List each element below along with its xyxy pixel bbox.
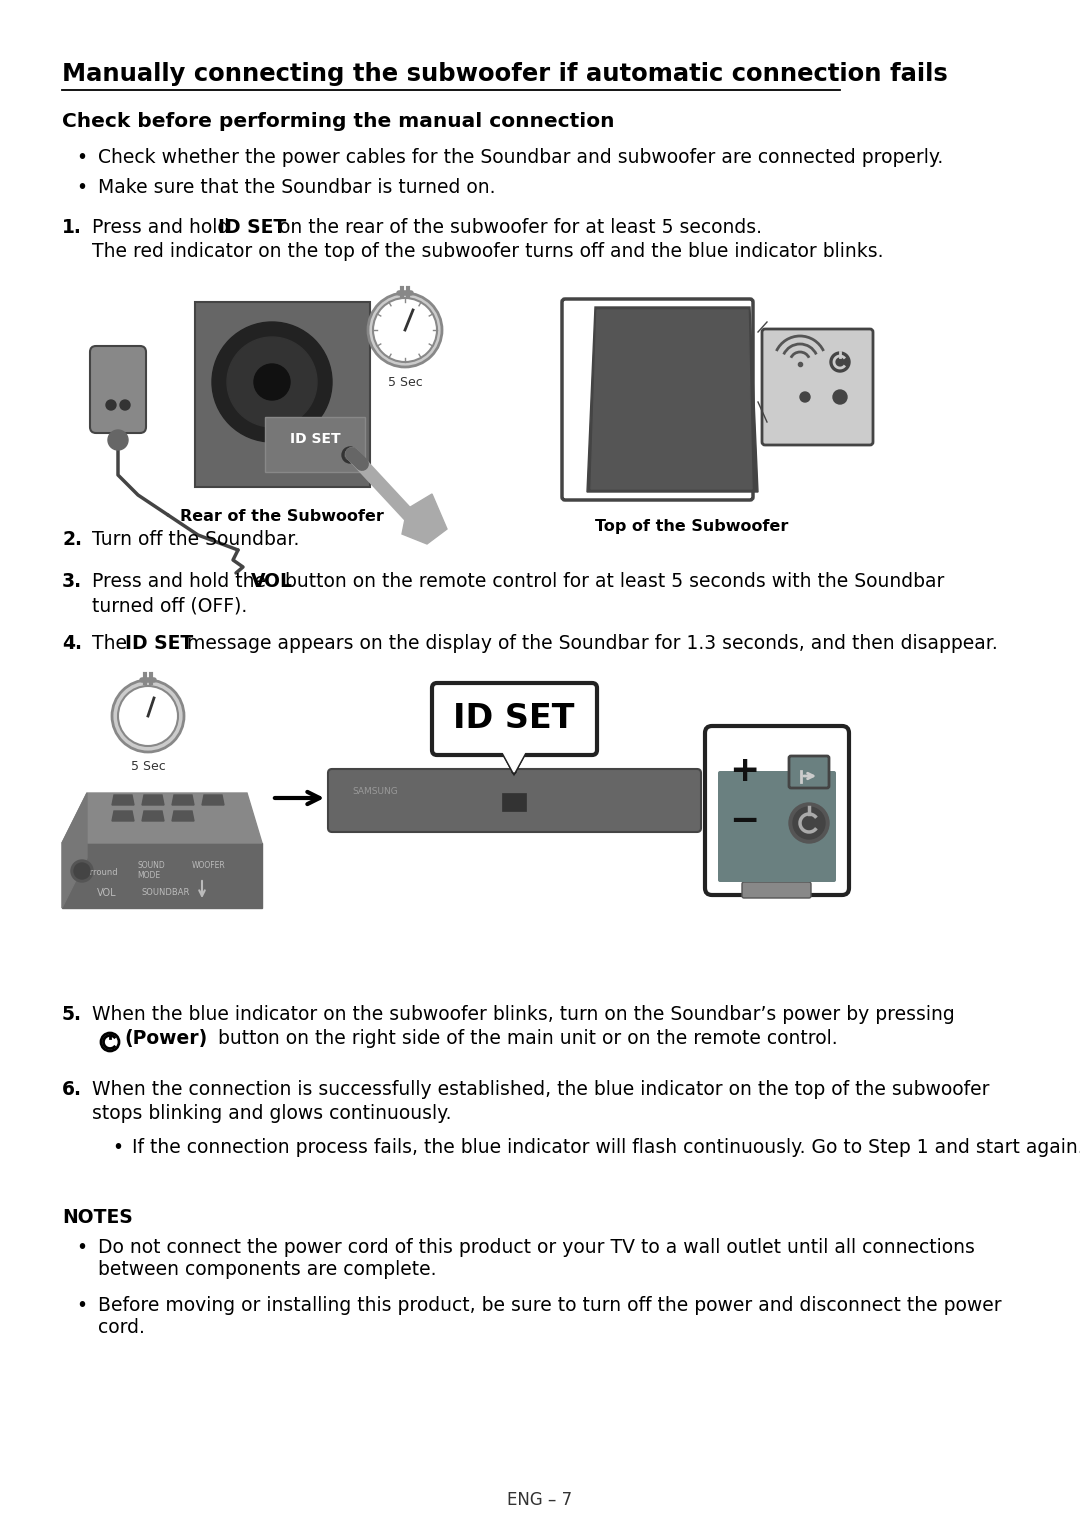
Text: If the connection process fails, the blue indicator will flash continuously. Go : If the connection process fails, the blu… bbox=[132, 1138, 1080, 1157]
Text: •: • bbox=[76, 1238, 87, 1256]
FancyBboxPatch shape bbox=[789, 755, 829, 787]
Text: 5 Sec: 5 Sec bbox=[131, 760, 165, 774]
Circle shape bbox=[793, 807, 825, 840]
Circle shape bbox=[212, 322, 332, 443]
Text: SAMSUNG: SAMSUNG bbox=[352, 787, 397, 797]
Text: •: • bbox=[76, 1296, 87, 1314]
Text: 5.: 5. bbox=[62, 1005, 82, 1023]
Text: +: + bbox=[729, 754, 759, 787]
Circle shape bbox=[227, 337, 318, 427]
Text: Press and hold the: Press and hold the bbox=[92, 571, 272, 591]
Text: 6.: 6. bbox=[62, 1080, 82, 1098]
Text: −: − bbox=[729, 804, 759, 838]
Text: VOL: VOL bbox=[97, 889, 117, 898]
Polygon shape bbox=[172, 795, 194, 804]
Polygon shape bbox=[402, 493, 447, 544]
Polygon shape bbox=[141, 795, 164, 804]
Text: ID SET: ID SET bbox=[217, 218, 286, 237]
FancyBboxPatch shape bbox=[195, 302, 370, 487]
FancyBboxPatch shape bbox=[502, 794, 526, 810]
Text: •: • bbox=[76, 178, 87, 198]
Text: 1.: 1. bbox=[62, 218, 82, 237]
Text: When the blue indicator on the subwoofer blinks, turn on the Soundbar’s power by: When the blue indicator on the subwoofer… bbox=[92, 1005, 955, 1023]
Text: The: The bbox=[92, 634, 133, 653]
FancyBboxPatch shape bbox=[705, 726, 849, 895]
Text: ENG – 7: ENG – 7 bbox=[508, 1491, 572, 1509]
Polygon shape bbox=[502, 751, 526, 772]
Text: stops blinking and glows continuously.: stops blinking and glows continuously. bbox=[92, 1105, 451, 1123]
Text: 3.: 3. bbox=[62, 571, 82, 591]
Polygon shape bbox=[112, 810, 134, 821]
Text: 5 Sec: 5 Sec bbox=[388, 375, 422, 389]
Text: Do not connect the power cord of this product or your TV to a wall outlet until : Do not connect the power cord of this pr… bbox=[98, 1238, 975, 1279]
Polygon shape bbox=[112, 795, 134, 804]
Text: SOUND
MODE: SOUND MODE bbox=[137, 861, 165, 881]
Circle shape bbox=[106, 400, 116, 411]
Circle shape bbox=[112, 680, 184, 752]
Text: Surround: Surround bbox=[80, 869, 119, 876]
Text: ID SET: ID SET bbox=[454, 703, 575, 735]
Text: ID SET: ID SET bbox=[289, 432, 340, 446]
FancyBboxPatch shape bbox=[265, 417, 365, 472]
Polygon shape bbox=[141, 810, 164, 821]
Polygon shape bbox=[172, 810, 194, 821]
Circle shape bbox=[254, 365, 291, 400]
FancyBboxPatch shape bbox=[328, 769, 701, 832]
Text: button on the right side of the main unit or on the remote control.: button on the right side of the main uni… bbox=[212, 1030, 838, 1048]
FancyBboxPatch shape bbox=[90, 346, 146, 434]
Circle shape bbox=[75, 863, 90, 879]
Circle shape bbox=[373, 299, 437, 362]
Text: •: • bbox=[76, 149, 87, 167]
Circle shape bbox=[789, 803, 829, 843]
Text: Make sure that the Soundbar is turned on.: Make sure that the Soundbar is turned on… bbox=[98, 178, 496, 198]
Text: Press and hold: Press and hold bbox=[92, 218, 235, 237]
Text: NOTES: NOTES bbox=[62, 1209, 133, 1227]
Text: ID SET: ID SET bbox=[125, 634, 193, 653]
Text: When the connection is successfully established, the blue indicator on the top o: When the connection is successfully esta… bbox=[92, 1080, 989, 1098]
Text: The red indicator on the top of the subwoofer turns off and the blue indicator b: The red indicator on the top of the subw… bbox=[92, 242, 883, 260]
Circle shape bbox=[800, 392, 810, 401]
Polygon shape bbox=[62, 794, 262, 843]
Circle shape bbox=[71, 859, 93, 882]
Text: Manually connecting the subwoofer if automatic connection fails: Manually connecting the subwoofer if aut… bbox=[62, 61, 948, 86]
Text: button on the remote control for at least 5 seconds with the Soundbar: button on the remote control for at leas… bbox=[279, 571, 944, 591]
Circle shape bbox=[108, 430, 129, 450]
Polygon shape bbox=[591, 309, 752, 489]
Circle shape bbox=[342, 447, 357, 463]
Circle shape bbox=[118, 686, 178, 746]
Text: Turn off the Soundbar.: Turn off the Soundbar. bbox=[92, 530, 299, 548]
Circle shape bbox=[831, 352, 850, 372]
Text: Top of the Subwoofer: Top of the Subwoofer bbox=[595, 519, 788, 535]
Text: turned off (OFF).: turned off (OFF). bbox=[92, 596, 247, 614]
Polygon shape bbox=[202, 795, 224, 804]
FancyBboxPatch shape bbox=[562, 299, 753, 499]
Text: Check whether the power cables for the Soundbar and subwoofer are connected prop: Check whether the power cables for the S… bbox=[98, 149, 943, 167]
Circle shape bbox=[120, 400, 130, 411]
Text: Before moving or installing this product, be sure to turn off the power and disc: Before moving or installing this product… bbox=[98, 1296, 1001, 1337]
FancyBboxPatch shape bbox=[718, 771, 836, 882]
Circle shape bbox=[345, 450, 355, 460]
Text: 2.: 2. bbox=[62, 530, 82, 548]
Text: WOOFER: WOOFER bbox=[192, 861, 226, 870]
Text: message appears on the display of the Soundbar for 1.3 seconds, and then disappe: message appears on the display of the So… bbox=[180, 634, 997, 653]
FancyBboxPatch shape bbox=[742, 882, 811, 898]
Text: SOUNDBAR: SOUNDBAR bbox=[141, 889, 190, 898]
Text: Rear of the Subwoofer: Rear of the Subwoofer bbox=[180, 509, 383, 524]
Circle shape bbox=[368, 293, 442, 368]
FancyBboxPatch shape bbox=[432, 683, 597, 755]
FancyBboxPatch shape bbox=[762, 329, 873, 444]
Text: VOL: VOL bbox=[251, 571, 293, 591]
Text: •: • bbox=[112, 1138, 123, 1157]
Polygon shape bbox=[62, 843, 262, 908]
Circle shape bbox=[833, 391, 847, 404]
Polygon shape bbox=[62, 794, 87, 908]
Polygon shape bbox=[588, 306, 758, 492]
Text: (Power): (Power) bbox=[124, 1030, 207, 1048]
Text: on the rear of the subwoofer for at least 5 seconds.: on the rear of the subwoofer for at leas… bbox=[272, 218, 761, 237]
Text: 4.: 4. bbox=[62, 634, 82, 653]
Text: Check before performing the manual connection: Check before performing the manual conne… bbox=[62, 112, 615, 132]
